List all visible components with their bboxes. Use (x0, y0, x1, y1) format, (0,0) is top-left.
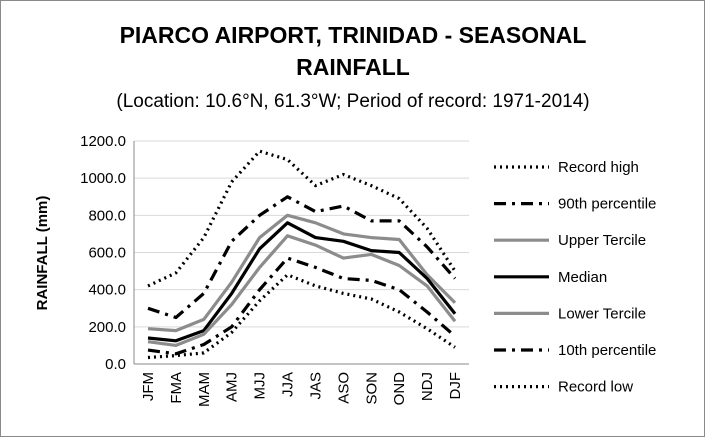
series-lines (147, 149, 457, 360)
y-tick-label: 1200.0 (80, 133, 126, 150)
x-tick-label: DJF (447, 372, 464, 400)
legend-label: Upper Tercile (558, 232, 646, 249)
legend-label: Record high (558, 159, 639, 176)
series-line (147, 234, 457, 347)
y-tick-label: 400.0 (88, 282, 126, 299)
x-tick-label: FMA (168, 372, 185, 404)
x-tick-label: JAS (307, 372, 324, 400)
chart-title-line-2: RAINFALL (296, 54, 410, 80)
legend-label: 10th percentile (558, 342, 656, 359)
x-tick-label: SON (363, 372, 380, 405)
chart-title-line-1: PIARCO AIRPORT, TRINIDAD - SEASONAL (120, 22, 587, 48)
legend-label: Lower Tercile (558, 305, 646, 322)
series-line (147, 273, 456, 360)
y-tick-label: 1000.0 (80, 170, 126, 187)
legend-label: Record low (558, 379, 633, 396)
legend-label: 90th percentile (558, 196, 656, 213)
legend-label: Median (558, 269, 607, 286)
y-tick-label: 600.0 (88, 245, 126, 262)
series-line (147, 195, 457, 320)
x-tick-label: AMJ (224, 372, 241, 402)
x-tick-label: JFM (140, 372, 157, 401)
x-tick-label: OND (391, 372, 408, 406)
series-line (147, 221, 457, 343)
y-tick-label: 0.0 (105, 356, 126, 373)
x-tick-label: MAM (196, 372, 213, 407)
x-tick-label: JJA (280, 372, 297, 397)
y-tick-label: 800.0 (88, 207, 126, 224)
y-tick-label: 200.0 (88, 319, 126, 336)
series-line (147, 213, 457, 333)
x-tick-label: ASO (335, 372, 352, 404)
x-tick-label: NDJ (419, 372, 436, 401)
gridlines (133, 140, 469, 365)
series-line (147, 256, 457, 356)
x-tick-labels: JFM FMA MAM AMJ MJJ JJA JAS ASO SON OND NDJ DJF (140, 372, 464, 407)
y-axis-label: RAINFALL (mm) (34, 196, 51, 311)
x-tick-label: MJJ (252, 372, 269, 400)
legend: Record high 90th percentile Upper Tercile M… (494, 159, 656, 396)
chart-subtitle: (Location: 10.6°N, 61.3°W; Period of rec… (116, 91, 589, 112)
y-tick-labels: 0.0 200.0 400.0 600.0 800.0 1000.0 1200.0 (80, 133, 126, 373)
